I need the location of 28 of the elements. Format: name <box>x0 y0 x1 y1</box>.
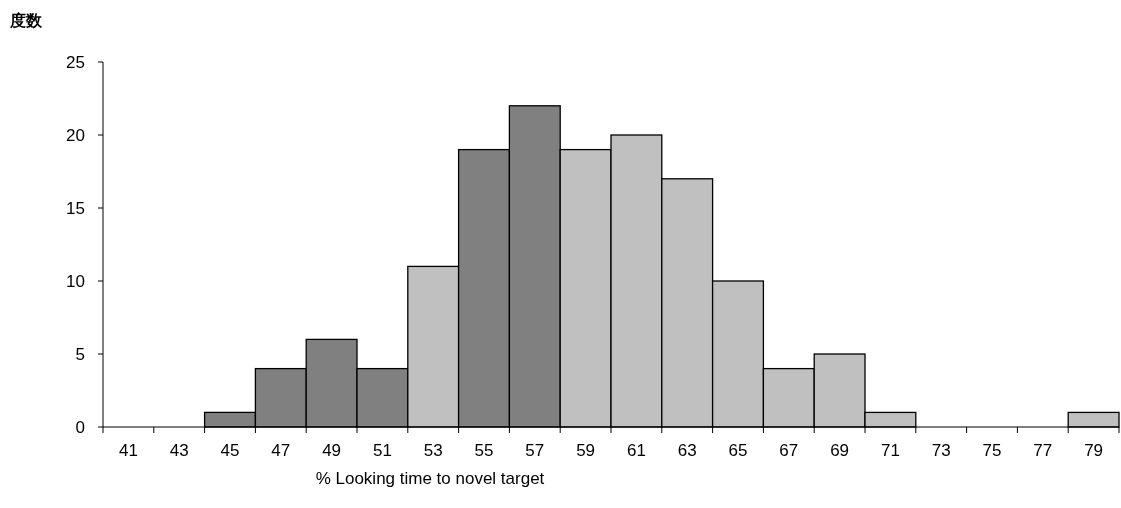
y-tick-label: 25 <box>66 52 85 72</box>
x-tick-label: 69 <box>830 441 850 460</box>
x-tick-label: 79 <box>1084 441 1104 460</box>
x-tick-label: 75 <box>982 441 1002 460</box>
x-tick-label: 73 <box>931 441 951 460</box>
x-tick-label: 41 <box>118 441 138 460</box>
y-tick-label: 15 <box>66 198 85 218</box>
x-tick-label: 59 <box>576 441 596 460</box>
x-tick-label: 57 <box>525 441 545 460</box>
x-tick-label: 77 <box>1033 441 1053 460</box>
x-tick-label: 53 <box>423 441 443 460</box>
y-tick-label: 20 <box>66 125 85 145</box>
y-tick-label: 5 <box>75 344 85 364</box>
x-tick-label: 61 <box>626 441 646 460</box>
x-tick-label: 43 <box>169 441 189 460</box>
x-tick-label: 63 <box>677 441 697 460</box>
y-axis-title: 度数 <box>9 11 43 30</box>
y-tick-label: 10 <box>66 271 85 291</box>
x-tick-label: 45 <box>220 441 240 460</box>
x-tick-label: 67 <box>779 441 799 460</box>
y-tick-label: 0 <box>75 417 85 437</box>
x-tick-label: 55 <box>474 441 494 460</box>
x-tick-label: 47 <box>271 441 291 460</box>
x-tick-label: 65 <box>728 441 748 460</box>
x-tick-label: 51 <box>372 441 392 460</box>
x-axis-title: % Looking time to novel target <box>315 469 545 488</box>
x-tick-label: 71 <box>880 441 900 460</box>
x-tick-label: 49 <box>322 441 342 460</box>
